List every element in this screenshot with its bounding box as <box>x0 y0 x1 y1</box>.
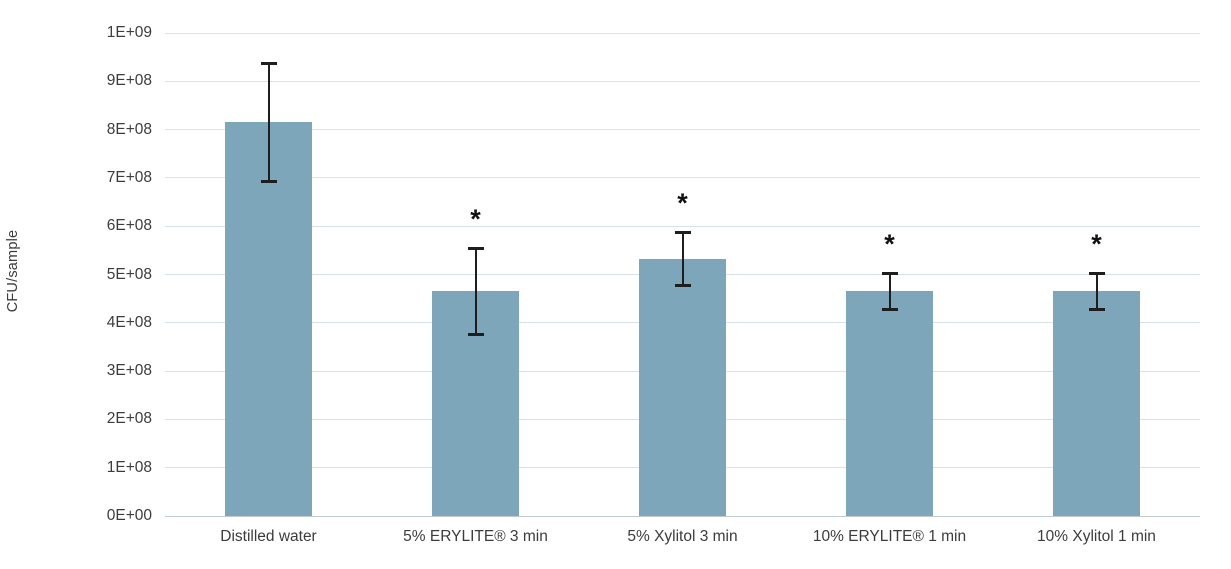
error-bar-line <box>888 273 891 310</box>
significance-asterisk: * <box>1091 229 1102 260</box>
y-tick-label: 6E+08 <box>106 217 152 235</box>
significance-asterisk: * <box>677 188 688 219</box>
gridline-8E+08 <box>165 129 1200 131</box>
error-bar-cap-top <box>881 272 898 276</box>
error-bar-cap-top <box>674 231 691 235</box>
error-bar-cap-top <box>1088 272 1105 276</box>
y-tick-label: 5E+08 <box>106 265 152 283</box>
error-bar-line <box>267 62 270 182</box>
error-bar-line <box>1095 273 1098 310</box>
y-tick-label: 8E+08 <box>106 120 152 138</box>
error-bar-line <box>474 247 477 335</box>
significance-asterisk: * <box>884 229 895 260</box>
y-tick-label: 3E+08 <box>106 362 152 380</box>
error-bar-cap-top <box>467 246 484 250</box>
significance-asterisk: * <box>470 203 481 234</box>
y-axis-title: CFU/sample <box>5 229 21 313</box>
bar-1 <box>225 122 312 516</box>
x-axis-label: 5% ERYLITE® 3 min <box>403 528 548 545</box>
y-tick-label: 0E+00 <box>106 507 152 524</box>
error-bar-cap-bottom <box>260 179 277 183</box>
bar-3 <box>639 259 726 516</box>
error-bar-line <box>681 232 684 286</box>
gridline-0E+00 <box>165 515 1200 517</box>
y-tick-label: 4E+08 <box>106 313 152 331</box>
error-bar-cap-top <box>260 61 277 65</box>
y-tick-label: 1E+08 <box>106 458 152 476</box>
gridline-6E+08 <box>165 225 1200 227</box>
error-bar-cap-bottom <box>467 332 484 336</box>
gridline-1E+09 <box>165 32 1200 34</box>
x-axis-label: 10% Xylitol 1 min <box>1037 528 1156 545</box>
bar-4 <box>846 291 933 516</box>
y-tick-label: 9E+08 <box>106 72 152 90</box>
gridline-7E+08 <box>165 177 1200 179</box>
error-bar-cap-bottom <box>881 307 898 311</box>
x-axis-label: 10% ERYLITE® 1 min <box>812 528 967 545</box>
bar-5 <box>1053 291 1140 516</box>
error-bar-cap-bottom <box>674 283 691 287</box>
error-bar-cap-bottom <box>1088 307 1105 311</box>
y-tick-label: 2E+08 <box>106 410 152 428</box>
y-tick-label: 7E+08 <box>106 168 152 186</box>
x-axis-label: 5% Xylitol 3 min <box>627 528 738 545</box>
gridline-9E+08 <box>165 80 1200 82</box>
y-tick-label: 1E+09 <box>106 24 152 41</box>
x-axis-label: Distilled water <box>220 528 317 545</box>
